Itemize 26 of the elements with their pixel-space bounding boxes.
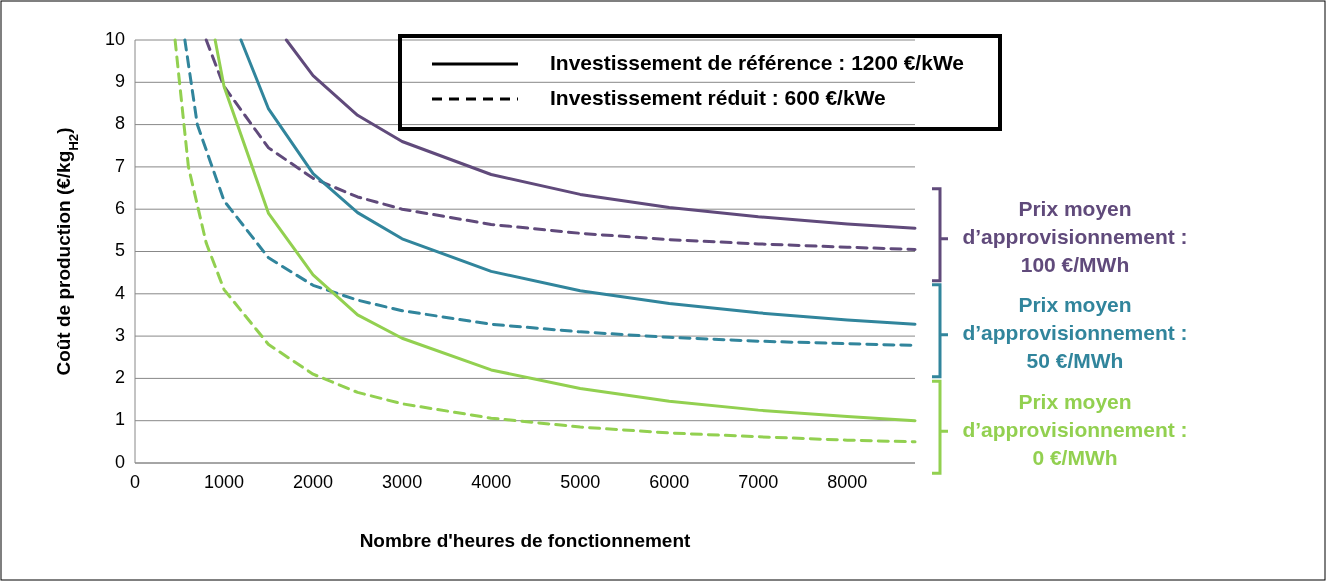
text: Prix moyen d’approvisionnement : 50 €/MWh <box>962 293 1188 373</box>
x-tick-label: 6000 <box>649 472 690 492</box>
y-tick-label: 2 <box>114 367 125 388</box>
y-tick-label: 6 <box>114 197 125 218</box>
y-tick-label: 1 <box>114 409 125 430</box>
x-axis-title: Nombre d'heures de fonctionnement <box>359 530 692 551</box>
x-tick-label: 8000 <box>827 472 868 492</box>
y-tick-label: 7 <box>114 155 125 176</box>
x-tick-label: 2000 <box>293 472 334 492</box>
y-tick-label: 8 <box>114 113 125 134</box>
x-tick-label: 5000 <box>560 472 601 492</box>
x-tick-label: 4000 <box>471 472 512 492</box>
x-tick-label: 1000 <box>204 472 245 492</box>
y-tick-label: 4 <box>114 282 125 303</box>
annotation: Investissement de référence : 1200 €/kWe <box>550 50 965 74</box>
x-tick-label: 0 <box>129 472 141 492</box>
x-tick-label: 7000 <box>738 472 779 492</box>
y-tick-label: 0 <box>114 451 125 472</box>
annotation: Investissement réduit : 600 €/kWe <box>550 85 886 109</box>
x-tick-label: 3000 <box>382 472 423 492</box>
y-tick-label: 10 <box>104 28 125 49</box>
y-tick-label: 5 <box>114 240 125 261</box>
text: Prix moyen d’approvisionnement : 0 €/MWh <box>962 389 1188 469</box>
text: Prix moyen d’approvisionnement : 100 €/MWh <box>962 197 1188 277</box>
y-tick-label: 3 <box>114 324 125 345</box>
y-tick-label: 9 <box>114 71 125 92</box>
